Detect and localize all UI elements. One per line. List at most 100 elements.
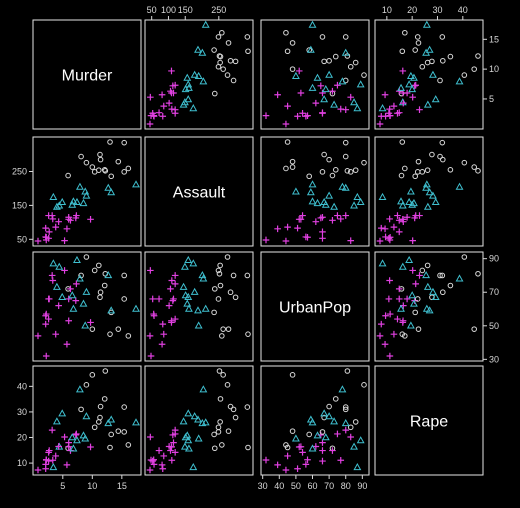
point-magenta-plus-44-assault-vs-urbanpop	[342, 212, 350, 219]
point-cyan-triangle-42-urbanpop-vs-assault	[194, 306, 202, 314]
point-magenta-plus-44-assault-vs-rape	[416, 212, 423, 219]
point-magenta-plus-17-rape-vs-murder	[87, 443, 94, 451]
point-white-circle-13-rape-vs-assault	[215, 424, 222, 431]
point-cyan-triangle-46-assault-vs-rape	[409, 198, 418, 207]
point-magenta-plus-23-rape-vs-urbanpop	[319, 447, 326, 454]
point-cyan-triangle-21-urbanpop-vs-assault	[180, 262, 189, 270]
point-cyan-triangle-50-murder-vs-urbanpop	[308, 83, 317, 91]
panel-frame-assault-urbanpop	[260, 136, 370, 247]
point-magenta-plus-35-urbanpop-vs-assault	[171, 280, 179, 288]
point-magenta-plus-34-rape-vs-urbanpop	[282, 466, 290, 474]
point-cyan-triangle-37-urbanpop-vs-assault	[184, 292, 193, 300]
panel-frame-murder-rape	[374, 19, 484, 130]
point-magenta-plus-19-murder-vs-assault	[159, 112, 167, 120]
point-cyan-triangle-30-urbanpop-vs-assault	[184, 255, 193, 264]
point-magenta-plus-17-murder-vs-assault	[168, 67, 175, 75]
point-white-circle-18-urbanpop-vs-murder	[121, 296, 127, 302]
point-cyan-triangle-37-rape-vs-assault	[184, 409, 193, 417]
point-white-circle-32-assault-vs-murder	[96, 167, 102, 173]
point-white-circle-2-assault-vs-urbanpop	[289, 164, 296, 170]
point-white-circle-9-murder-vs-rape	[439, 34, 446, 40]
point-cyan-triangle-37-assault-vs-murder	[58, 197, 67, 206]
point-magenta-plus-44-rape-vs-murder	[48, 426, 56, 434]
point-magenta-plus-48-assault-vs-urbanpop	[274, 225, 281, 233]
point-magenta-plus-41-assault-vs-murder	[52, 223, 60, 231]
point-white-circle-20-murder-vs-urbanpop	[321, 58, 327, 65]
point-white-circle-18-assault-vs-murder	[121, 169, 127, 175]
point-white-circle-24-murder-vs-assault	[219, 29, 225, 36]
point-white-circle-13-murder-vs-urbanpop	[347, 63, 354, 70]
point-cyan-triangle-36-assault-vs-rape	[408, 200, 417, 208]
point-white-circle-33-rape-vs-murder	[107, 444, 113, 451]
point-magenta-plus-41-urbanpop-vs-murder	[52, 330, 60, 338]
tick-label-top-rape-20: 20	[407, 5, 417, 15]
point-white-circle-13-assault-vs-rape	[419, 169, 426, 175]
point-white-circle-28-rape-vs-assault	[216, 368, 223, 374]
point-white-circle-32-urbanpop-vs-assault	[217, 262, 223, 269]
point-cyan-triangle-36-murder-vs-urbanpop	[321, 84, 330, 93]
point-cyan-triangle-6-rape-vs-murder	[75, 385, 84, 393]
point-magenta-plus-11-rape-vs-assault	[147, 433, 154, 441]
point-white-circle-13-urbanpop-vs-murder	[91, 267, 98, 274]
tick-label-top-assault-150: 150	[178, 5, 193, 15]
point-white-circle-3-rape-vs-urbanpop	[342, 406, 349, 413]
point-white-circle-32-assault-vs-rape	[424, 167, 431, 173]
point-cyan-triangle-21-rape-vs-assault	[180, 442, 189, 450]
point-magenta-plus-23-murder-vs-assault	[155, 109, 163, 116]
tick-label-bottom-urbanpop-60: 60	[308, 481, 318, 491]
point-white-circle-2-assault-vs-murder	[89, 164, 96, 170]
point-white-circle-2-murder-vs-urbanpop	[289, 66, 296, 72]
point-white-circle-13-rape-vs-urbanpop	[347, 424, 354, 431]
point-white-circle-2-murder-vs-assault	[220, 66, 226, 72]
point-cyan-triangle-37-rape-vs-urbanpop	[320, 409, 329, 417]
point-cyan-triangle-46-urbanpop-vs-murder	[79, 299, 88, 307]
point-magenta-plus-44-assault-vs-murder	[48, 212, 56, 219]
point-cyan-triangle-10-urbanpop-vs-rape	[422, 304, 431, 312]
point-cyan-triangle-47-assault-vs-urbanpop	[330, 202, 339, 210]
point-cyan-triangle-42-assault-vs-urbanpop	[306, 188, 315, 196]
point-white-circle-22-rape-vs-assault	[217, 396, 224, 402]
point-magenta-plus-27-urbanpop-vs-murder	[55, 302, 62, 309]
panel-frame-assault-assault	[144, 136, 254, 247]
panel-frame-rape-urbanpop	[260, 365, 370, 476]
point-white-circle-28-rape-vs-urbanpop	[344, 368, 351, 374]
point-white-circle-20-rape-vs-assault	[232, 414, 239, 421]
point-white-circle-24-murder-vs-rape	[402, 29, 408, 36]
point-magenta-plus-14-urbanpop-vs-assault	[169, 297, 177, 304]
point-white-circle-3-assault-vs-urbanpop	[342, 153, 349, 160]
point-magenta-plus-49-urbanpop-vs-assault	[149, 295, 156, 303]
point-cyan-triangle-50-urbanpop-vs-murder	[69, 304, 78, 312]
point-cyan-triangle-46-rape-vs-urbanpop	[313, 431, 322, 439]
point-white-circle-3-urbanpop-vs-rape	[437, 272, 443, 279]
point-white-circle-32-urbanpop-vs-murder	[96, 262, 102, 269]
point-white-circle-33-urbanpop-vs-murder	[107, 331, 113, 337]
point-magenta-plus-34-rape-vs-murder	[34, 466, 42, 474]
point-magenta-plus-35-murder-vs-urbanpop	[334, 81, 341, 89]
point-magenta-plus-16-rape-vs-assault	[170, 439, 177, 446]
point-cyan-triangle-42-rape-vs-assault	[194, 415, 202, 423]
point-cyan-triangle-37-murder-vs-urbanpop	[320, 95, 329, 103]
point-magenta-plus-38-murder-vs-urbanpop	[329, 87, 336, 95]
point-white-circle-9-urbanpop-vs-assault	[244, 272, 251, 279]
point-white-circle-31-murder-vs-assault	[227, 57, 234, 64]
point-cyan-triangle-42-murder-vs-rape	[425, 45, 434, 53]
point-cyan-triangle-50-urbanpop-vs-assault	[184, 304, 193, 312]
point-white-circle-22-murder-vs-urbanpop	[332, 53, 339, 60]
point-magenta-plus-35-assault-vs-murder	[73, 212, 80, 219]
point-white-circle-1-murder-vs-assault	[211, 47, 217, 53]
point-white-circle-8-assault-vs-murder	[65, 172, 71, 179]
point-magenta-plus-38-rape-vs-assault	[167, 447, 174, 454]
point-cyan-triangle-50-rape-vs-urbanpop	[308, 444, 317, 452]
point-cyan-triangle-43-rape-vs-murder	[104, 419, 113, 427]
point-white-circle-40-urbanpop-vs-rape	[415, 326, 422, 332]
point-magenta-plus-35-urbanpop-vs-rape	[412, 280, 420, 288]
point-magenta-plus-48-rape-vs-murder	[63, 461, 71, 469]
point-magenta-plus-48-assault-vs-murder	[63, 225, 71, 233]
point-white-circle-22-assault-vs-urbanpop	[332, 167, 339, 173]
point-white-circle-40-assault-vs-urbanpop	[289, 158, 296, 165]
point-magenta-plus-41-murder-vs-assault	[160, 102, 168, 110]
point-white-circle-31-rape-vs-urbanpop	[326, 403, 332, 410]
point-white-circle-28-murder-vs-urbanpop	[344, 53, 351, 59]
point-magenta-plus-48-rape-vs-urbanpop	[274, 461, 281, 469]
point-cyan-triangle-37-rape-vs-murder	[58, 409, 67, 417]
